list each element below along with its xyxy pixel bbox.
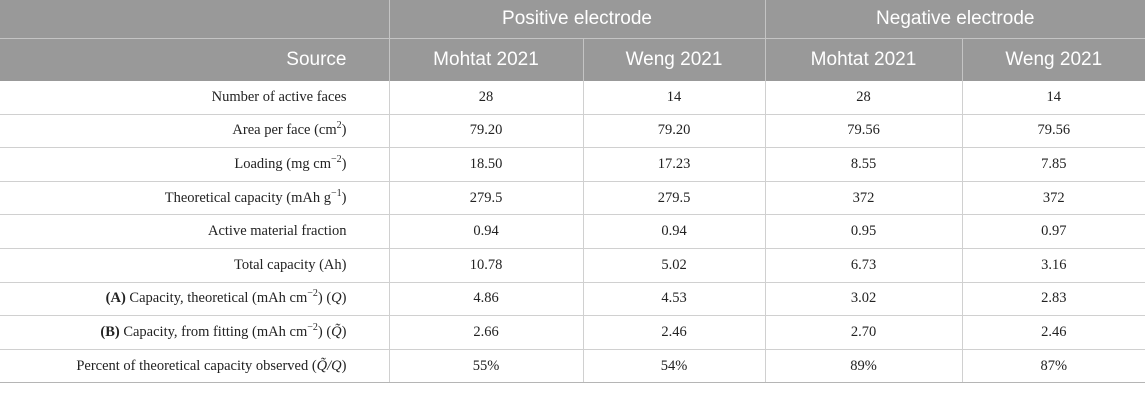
table-row: Number of active faces 28 14 28 14 xyxy=(0,81,1145,115)
table-cell: 89% xyxy=(764,349,962,384)
row-label-symbol: Q xyxy=(331,290,342,307)
table-cell: 79.56 xyxy=(764,114,962,149)
table-cell: 2.46 xyxy=(582,315,765,350)
table-cell: 2.46 xyxy=(961,315,1145,350)
row-label: Area per face (cm2) xyxy=(0,114,389,149)
table-row: Percent of theoretical capacity observed… xyxy=(0,349,1145,384)
row-label-text: Area per face (cm xyxy=(232,122,337,139)
row-label: Theoretical capacity (mAh g−1) xyxy=(0,181,389,216)
row-label-suffix: ) ( xyxy=(317,290,332,307)
row-label-superscript: −2 xyxy=(307,288,318,300)
column-header-neg-mohtat: Mohtat 2021 xyxy=(764,38,962,81)
table-cell: 2.70 xyxy=(764,315,962,350)
table-cell: 7.85 xyxy=(961,147,1145,182)
table-header: Positive electrode Negative electrode So… xyxy=(0,0,1145,81)
table-cell: 4.53 xyxy=(582,282,765,317)
row-label-suffix: ) xyxy=(341,155,347,172)
row-label-symbol: Q̃ xyxy=(331,323,342,340)
row-label-suffix: ) ( xyxy=(317,323,332,340)
table-cell: 10.78 xyxy=(388,248,583,283)
column-header-neg-weng: Weng 2021 xyxy=(961,38,1145,81)
table-row: Loading (mg cm−2) 18.50 17.23 8.55 7.85 xyxy=(0,147,1145,182)
group-header-negative: Negative electrode xyxy=(764,0,1145,39)
group-header-empty xyxy=(0,0,389,39)
table-cell: 17.23 xyxy=(582,147,765,182)
row-label: Active material fraction xyxy=(0,214,389,249)
row-label-tail: ) xyxy=(341,290,347,307)
table-cell: 3.02 xyxy=(764,282,962,317)
row-label: Loading (mg cm−2) xyxy=(0,147,389,182)
row-label-prefix: (B) xyxy=(100,323,120,340)
table-row: (B) Capacity, from fitting (mAh cm−2) (Q… xyxy=(0,315,1145,350)
row-label-suffix: ) xyxy=(341,189,347,206)
row-label-text: Theoretical capacity (mAh g xyxy=(164,189,332,206)
table-cell: 0.94 xyxy=(388,214,583,249)
capacity-table: Positive electrode Negative electrode So… xyxy=(0,0,1145,384)
table-cell: 54% xyxy=(582,349,765,384)
row-label-text: Capacity, theoretical (mAh cm xyxy=(125,290,308,307)
table-row: Area per face (cm2) 79.20 79.20 79.56 79.56 xyxy=(0,114,1145,149)
row-label-text: Capacity, from fitting (mAh cm xyxy=(119,323,308,340)
column-header-pos-mohtat: Mohtat 2021 xyxy=(388,38,583,81)
table-cell: 28 xyxy=(388,81,583,115)
table-cell: 14 xyxy=(961,81,1145,115)
table-cell: 28 xyxy=(764,81,962,115)
table-body: Number of active faces 28 14 28 14 Area per f… xyxy=(0,81,1145,384)
row-label-text: Percent of theoretical capacity observed… xyxy=(76,357,317,374)
column-header-source: Source xyxy=(0,38,389,81)
row-label-superscript: −1 xyxy=(331,187,342,199)
table-cell: 372 xyxy=(961,181,1145,216)
table-cell: 8.55 xyxy=(764,147,962,182)
table-cell: 87% xyxy=(961,349,1145,384)
table-cell: 372 xyxy=(764,181,962,216)
table-cell: 14 xyxy=(582,81,765,115)
row-label: Total capacity (Ah) xyxy=(0,248,389,283)
table-row: Total capacity (Ah) 10.78 5.02 6.73 3.16 xyxy=(0,248,1145,283)
row-label: (A) Capacity, theoretical (mAh cm−2) (Q) xyxy=(0,282,389,317)
table-cell: 2.83 xyxy=(961,282,1145,317)
table-row: (A) Capacity, theoretical (mAh cm−2) (Q)… xyxy=(0,282,1145,317)
row-label-superscript: 2 xyxy=(336,120,342,132)
row-label-text: Active material fraction xyxy=(208,223,347,240)
row-label-text: Total capacity (Ah) xyxy=(233,256,347,273)
column-header-row: Source Mohtat 2021 Weng 2021 Mohtat 2021… xyxy=(0,38,1145,81)
table-cell: 0.97 xyxy=(961,214,1145,249)
row-label-suffix: ) xyxy=(341,122,347,139)
table-cell: 2.66 xyxy=(388,315,583,350)
table-row: Theoretical capacity (mAh g−1) 279.5 279.5… xyxy=(0,181,1145,216)
table-cell: 6.73 xyxy=(764,248,962,283)
table-cell: 18.50 xyxy=(388,147,583,182)
row-label: Number of active faces xyxy=(0,81,389,115)
table-cell: 4.86 xyxy=(388,282,583,317)
row-label-text: Loading (mg cm xyxy=(234,155,332,172)
row-label-text: Number of active faces xyxy=(211,88,347,105)
row-label-superscript: −2 xyxy=(331,154,342,166)
table-cell: 279.5 xyxy=(582,181,765,216)
row-label-tail: ) xyxy=(341,323,347,340)
table-cell: 79.20 xyxy=(388,114,583,149)
row-label: (B) Capacity, from fitting (mAh cm−2) (Q… xyxy=(0,315,389,350)
row-label-symbol: Q̃/Q xyxy=(316,357,342,374)
table-cell: 55% xyxy=(388,349,583,384)
group-header-row: Positive electrode Negative electrode xyxy=(0,0,1145,39)
table-cell: 5.02 xyxy=(582,248,765,283)
row-label: Percent of theoretical capacity observed… xyxy=(0,349,389,384)
table-cell: 79.56 xyxy=(961,114,1145,149)
table-cell: 0.95 xyxy=(764,214,962,249)
group-header-positive: Positive electrode xyxy=(388,0,765,39)
table-cell: 279.5 xyxy=(388,181,583,216)
table-cell: 0.94 xyxy=(582,214,765,249)
row-label-prefix: (A) xyxy=(105,290,126,307)
row-label-tail: ) xyxy=(341,357,347,374)
table-cell: 3.16 xyxy=(961,248,1145,283)
table-row: Active material fraction 0.94 0.94 0.95 0.97 xyxy=(0,214,1145,249)
column-header-pos-weng: Weng 2021 xyxy=(582,38,765,81)
row-label-superscript: −2 xyxy=(307,322,318,334)
table-cell: 79.20 xyxy=(582,114,765,149)
